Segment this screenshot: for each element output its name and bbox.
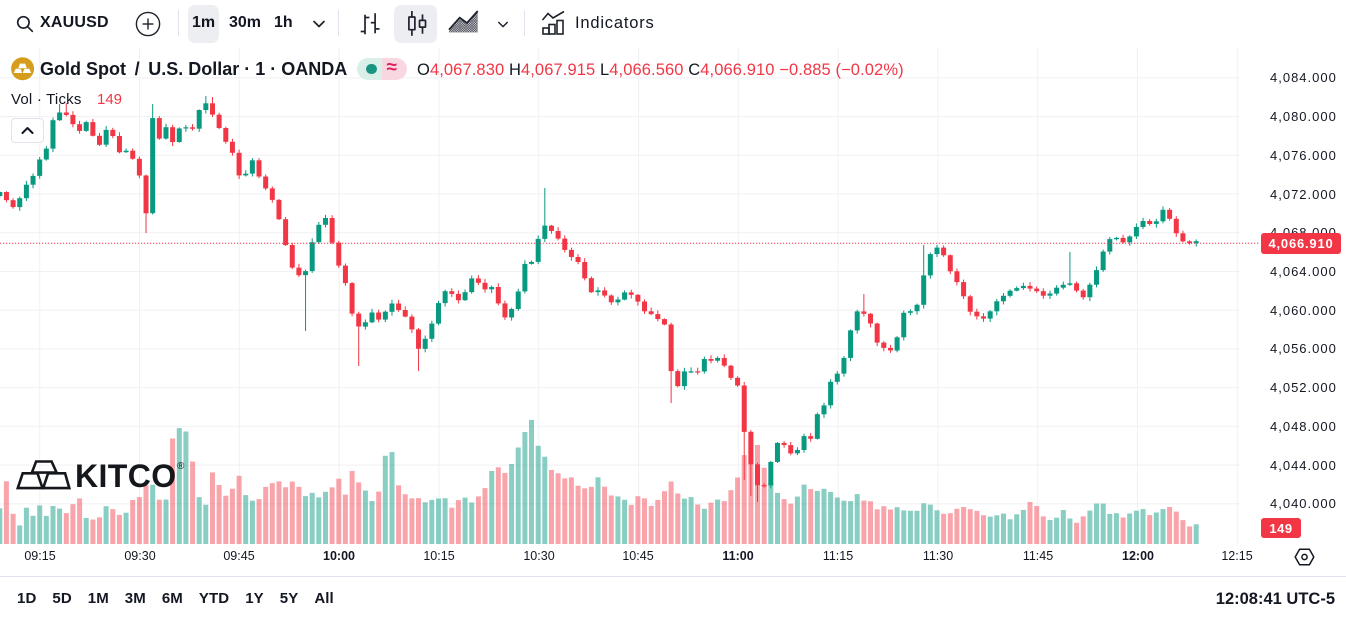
svg-text:KITCO: KITCO [75, 458, 177, 492]
svg-text:®: ® [177, 461, 185, 472]
